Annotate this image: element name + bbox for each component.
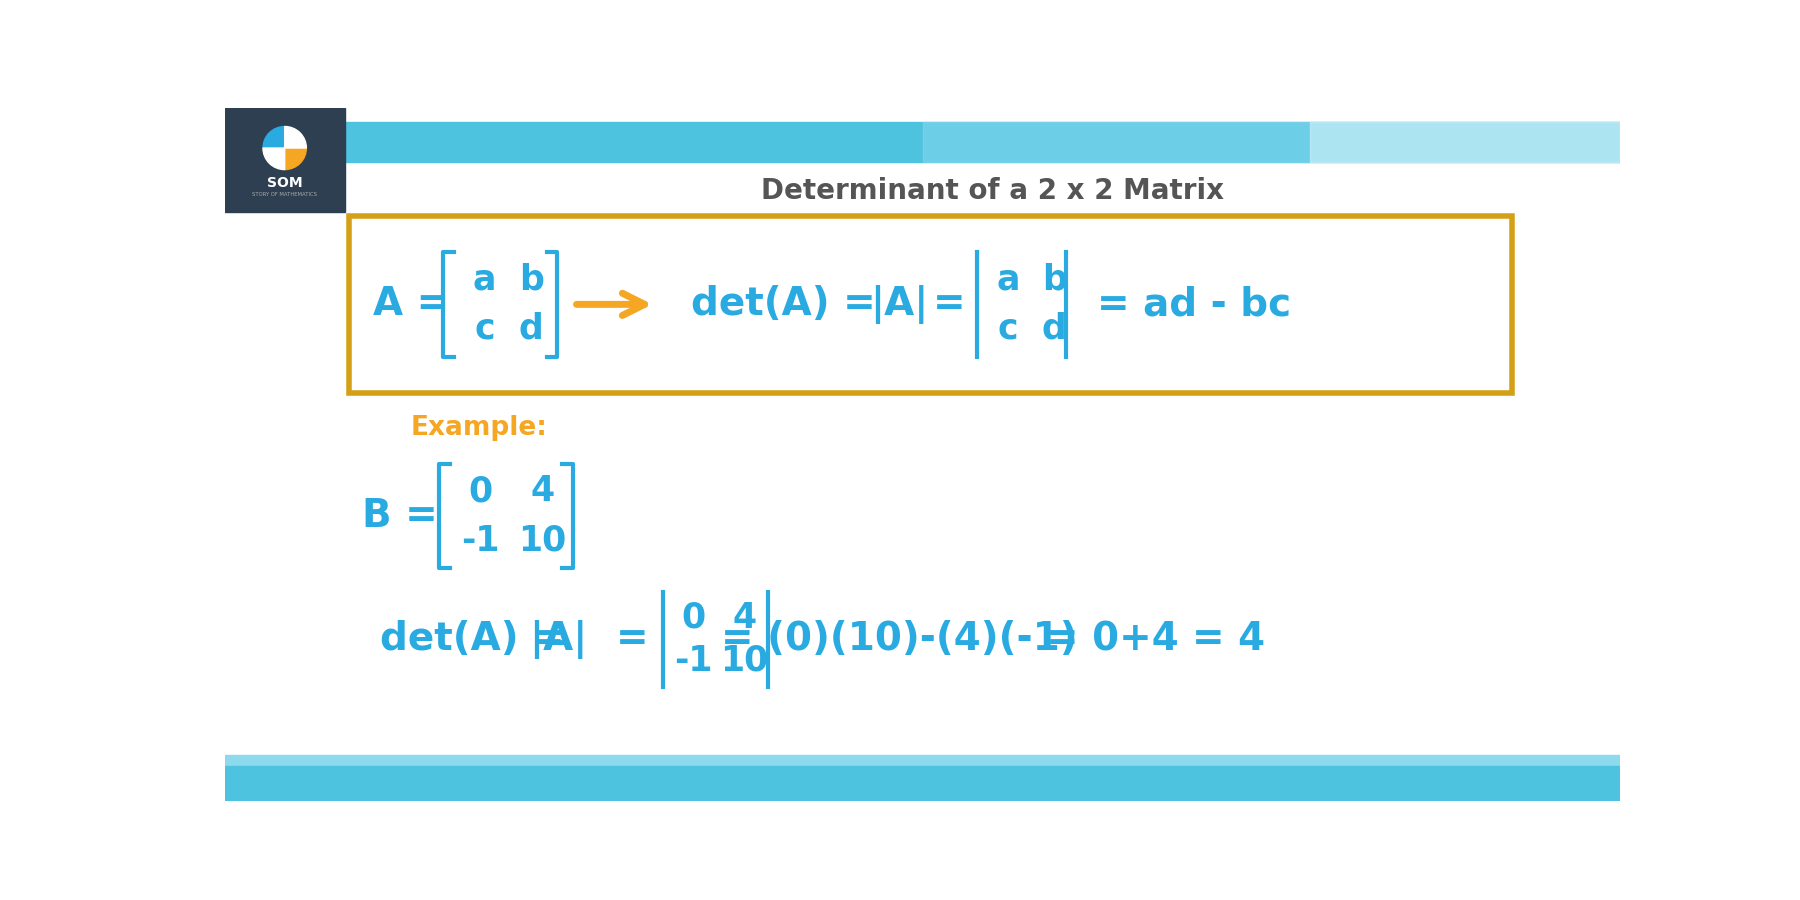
Text: -1: -1 — [675, 644, 713, 678]
Text: 4: 4 — [531, 474, 554, 508]
Text: det(A) =: det(A) = — [380, 620, 565, 658]
Wedge shape — [284, 148, 306, 169]
Text: b: b — [518, 263, 544, 297]
Bar — [225, 767, 1620, 801]
Text: =: = — [616, 620, 648, 658]
Text: = (0)(10)-(4)(-1): = (0)(10)-(4)(-1) — [722, 620, 1078, 658]
Text: 0: 0 — [682, 600, 706, 634]
Bar — [1310, 122, 1620, 162]
Bar — [922, 122, 1620, 162]
Text: |A|: |A| — [529, 620, 587, 659]
Bar — [225, 108, 346, 212]
Text: b: b — [1042, 263, 1067, 297]
Text: |A|: |A| — [869, 284, 929, 324]
Wedge shape — [263, 127, 284, 148]
Text: = 4: = 4 — [1192, 620, 1265, 658]
Text: -1: -1 — [461, 524, 500, 558]
Wedge shape — [263, 148, 284, 169]
Text: c: c — [997, 312, 1019, 346]
Text: d: d — [1042, 312, 1067, 346]
Text: Determinant of a 2 x 2 Matrix: Determinant of a 2 x 2 Matrix — [761, 177, 1224, 205]
Text: A =: A = — [373, 285, 450, 323]
Text: =: = — [934, 285, 967, 323]
Text: B =: B = — [362, 497, 437, 536]
Text: 4: 4 — [733, 600, 756, 634]
Text: 10: 10 — [518, 524, 567, 558]
Text: 10: 10 — [720, 644, 769, 678]
Text: c: c — [475, 312, 495, 346]
Text: a: a — [995, 263, 1019, 297]
Text: SOM: SOM — [266, 176, 302, 191]
Text: Example:: Example: — [410, 415, 547, 441]
Bar — [225, 755, 1620, 767]
Text: d: d — [518, 312, 544, 346]
Text: a: a — [473, 263, 497, 297]
Text: STORY OF MATHEMATICS: STORY OF MATHEMATICS — [252, 192, 317, 197]
Text: = ad - bc: = ad - bc — [1096, 285, 1291, 323]
Bar — [349, 216, 1512, 393]
Bar — [346, 122, 1620, 162]
Text: det(A) =: det(A) = — [691, 285, 875, 323]
Wedge shape — [284, 127, 306, 148]
Text: 0: 0 — [468, 474, 493, 508]
Text: = 0+4: = 0+4 — [1046, 620, 1179, 658]
